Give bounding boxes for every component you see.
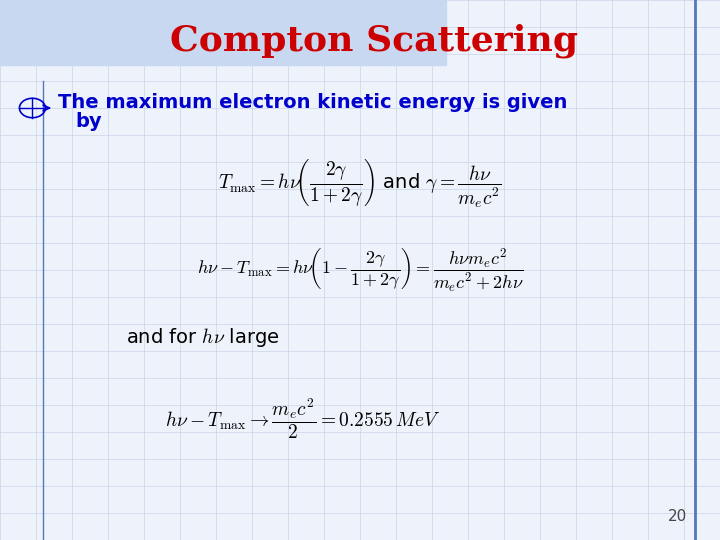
Text: The maximum electron kinetic energy is given: The maximum electron kinetic energy is g… (58, 93, 567, 112)
Text: $T_{\mathrm{max}} = h\nu\!\left(\dfrac{2\gamma}{1+2\gamma}\right)$ and $\gamma =: $T_{\mathrm{max}} = h\nu\!\left(\dfrac{2… (218, 157, 502, 210)
Text: 20: 20 (668, 509, 688, 524)
Text: by: by (76, 112, 102, 131)
Text: $h\nu - T_{\mathrm{max}} = h\nu\!\left(1 - \dfrac{2\gamma}{1+2\gamma}\right) = \: $h\nu - T_{\mathrm{max}} = h\nu\!\left(1… (197, 246, 523, 294)
Text: and for $h\nu$ large: and for $h\nu$ large (126, 326, 279, 349)
Text: $h\nu - T_{\mathrm{max}} \rightarrow \dfrac{m_e c^2}{2} = 0.2555\,MeV$: $h\nu - T_{\mathrm{max}} \rightarrow \df… (165, 396, 440, 441)
Bar (0, 0, 446, 65)
Text: Compton Scattering: Compton Scattering (171, 23, 578, 58)
